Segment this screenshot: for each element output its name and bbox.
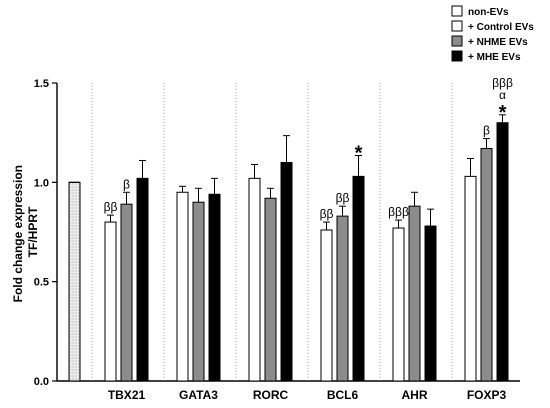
bar: [104, 221, 117, 382]
y-tick-label: 1.5: [34, 78, 49, 90]
legend-label: + MHE EVs: [468, 52, 521, 63]
y-axis-label-line-2: TF/HPRT: [26, 206, 40, 257]
bar: [424, 225, 437, 382]
bar: [408, 205, 421, 382]
significance-star: *: [355, 143, 363, 165]
category-label: AHR: [402, 388, 428, 402]
bar: [336, 215, 349, 382]
legend: non-EVs + Control EVs + NHME EVs + MHE EVs: [451, 5, 534, 63]
legend-swatch: [451, 5, 463, 17]
y-tick-label: 0.0: [34, 376, 49, 388]
bar: [264, 197, 277, 382]
y-tick-label: 0.5: [34, 277, 49, 289]
category-label: GATA3: [179, 388, 218, 402]
legend-label: + Control EVs: [468, 22, 534, 33]
bar: [320, 229, 333, 382]
significance-annotation: βββ: [492, 76, 513, 90]
y-axis-label: Fold change expression TF/HPRT: [11, 162, 40, 303]
significance-annotation: ββ: [320, 207, 334, 221]
reference-bar: [68, 181, 81, 382]
category-label: RORC: [253, 388, 289, 402]
significance-annotation: β: [483, 124, 490, 138]
bar: [392, 227, 405, 382]
bar: [176, 191, 189, 382]
legend-label: non-EVs: [468, 7, 509, 18]
bar: [480, 148, 493, 382]
y-axis-label-line-1: Fold change expression: [11, 165, 25, 302]
bar: [352, 175, 365, 382]
significance-annotation: ββ: [104, 200, 118, 214]
significance-annotation: ββ: [336, 191, 350, 205]
bar: [464, 175, 477, 382]
significance-annotation: βββ: [388, 205, 409, 219]
bar: [248, 177, 261, 382]
bar: [208, 193, 221, 382]
legend-swatch: [451, 50, 463, 62]
category-label: TBX21: [108, 388, 146, 402]
category-label: FOXP3: [467, 388, 507, 402]
bar: [496, 122, 509, 382]
significance-star: *: [499, 102, 507, 124]
bar: [120, 203, 133, 382]
legend-swatch: [451, 20, 463, 32]
significance-annotation: β: [123, 177, 130, 191]
bar: [280, 161, 293, 382]
legend-swatch: [451, 35, 463, 47]
y-tick-label: 1.0: [34, 177, 49, 189]
legend-label: + NHME EVs: [468, 37, 528, 48]
category-label: BCL6: [327, 388, 359, 402]
bar: [192, 201, 205, 382]
bar: [136, 177, 149, 382]
significance-annotation: α: [499, 88, 506, 102]
